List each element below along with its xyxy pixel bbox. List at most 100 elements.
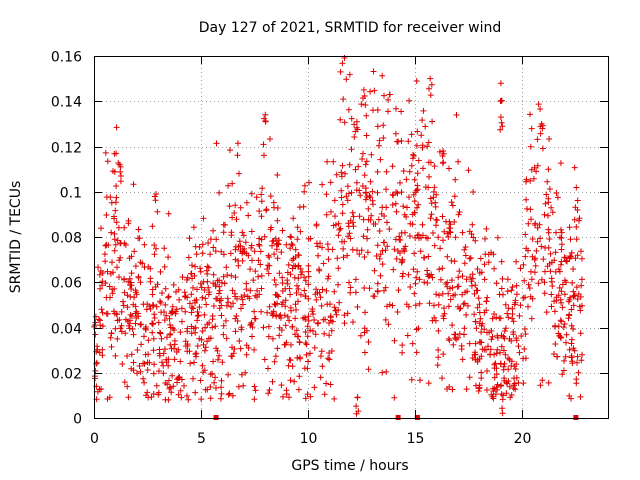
data-point xyxy=(125,394,132,401)
data-point xyxy=(92,331,99,338)
data-point xyxy=(177,387,184,394)
data-point xyxy=(437,245,444,252)
data-point xyxy=(286,317,293,324)
data-point xyxy=(283,241,290,248)
data-point xyxy=(407,220,414,227)
data-point xyxy=(576,217,582,224)
data-point xyxy=(243,199,250,206)
data-point xyxy=(169,325,176,332)
data-point xyxy=(451,219,458,225)
data-point xyxy=(577,330,584,337)
data-point xyxy=(376,142,382,149)
data-point xyxy=(265,333,272,340)
data-point xyxy=(380,135,387,141)
data-point xyxy=(528,315,535,322)
data-point xyxy=(226,390,233,397)
data-point xyxy=(251,346,258,353)
data-point xyxy=(504,288,511,295)
data-point xyxy=(192,389,199,396)
data-point xyxy=(301,274,308,281)
data-point xyxy=(330,158,337,165)
data-point xyxy=(271,277,278,283)
data-point xyxy=(254,294,260,301)
data-point xyxy=(545,379,552,386)
data-point xyxy=(494,346,501,353)
data-point xyxy=(273,291,280,298)
data-point xyxy=(566,346,573,353)
data-point xyxy=(365,339,372,345)
data-point xyxy=(178,394,185,401)
data-point xyxy=(182,293,189,299)
data-point xyxy=(448,199,455,206)
data-point xyxy=(332,307,339,314)
data-point xyxy=(331,288,338,295)
data-point xyxy=(199,362,206,369)
data-point xyxy=(497,126,504,133)
data-point xyxy=(455,283,462,290)
data-point xyxy=(133,289,139,296)
data-point xyxy=(545,226,552,233)
data-point xyxy=(163,359,170,366)
data-point xyxy=(374,123,381,130)
data-point xyxy=(109,290,116,297)
data-point xyxy=(262,118,269,124)
data-point xyxy=(382,284,389,291)
data-point xyxy=(315,252,322,259)
data-point xyxy=(312,331,319,338)
axis-ticks xyxy=(94,56,608,419)
data-point xyxy=(200,341,207,348)
data-point xyxy=(481,276,488,283)
data-point xyxy=(575,291,582,297)
data-point xyxy=(440,351,447,358)
data-point xyxy=(404,204,410,211)
data-point xyxy=(402,243,409,250)
data-point xyxy=(554,194,561,201)
data-point xyxy=(363,193,370,200)
data-point xyxy=(522,331,529,337)
data-point xyxy=(537,106,544,112)
data-point xyxy=(209,324,216,331)
data-point xyxy=(500,363,507,370)
data-point xyxy=(98,306,105,313)
data-point xyxy=(124,383,131,390)
data-point xyxy=(478,339,485,346)
data-point xyxy=(461,325,468,332)
data-point xyxy=(280,299,286,306)
data-point xyxy=(354,247,360,254)
data-point xyxy=(311,344,318,351)
data-point xyxy=(145,263,152,270)
data-point xyxy=(498,391,505,398)
data-point xyxy=(332,213,338,220)
data-point xyxy=(433,222,439,229)
data-point xyxy=(278,249,285,256)
data-point xyxy=(135,273,142,280)
data-point xyxy=(181,382,187,389)
data-point xyxy=(478,353,485,360)
data-point xyxy=(541,279,548,286)
data-point xyxy=(348,189,355,196)
data-point xyxy=(398,108,405,115)
data-point xyxy=(414,204,420,211)
data-point xyxy=(299,269,306,275)
data-point xyxy=(368,151,375,158)
data-point xyxy=(404,332,411,339)
data-point xyxy=(462,244,469,250)
data-point xyxy=(238,371,245,378)
data-point xyxy=(548,303,555,310)
data-point xyxy=(157,268,164,275)
data-point xyxy=(377,156,384,163)
data-point xyxy=(173,306,180,313)
data-point xyxy=(457,305,464,312)
data-point xyxy=(415,325,422,332)
data-point xyxy=(361,254,368,260)
data-point xyxy=(425,184,432,191)
data-point xyxy=(548,291,555,298)
data-point xyxy=(379,261,386,268)
data-point xyxy=(304,333,311,340)
data-point xyxy=(130,331,137,338)
data-point xyxy=(346,279,352,286)
data-point xyxy=(293,290,300,296)
data-point xyxy=(141,333,147,340)
data-point xyxy=(272,301,279,308)
data-point xyxy=(276,332,283,339)
